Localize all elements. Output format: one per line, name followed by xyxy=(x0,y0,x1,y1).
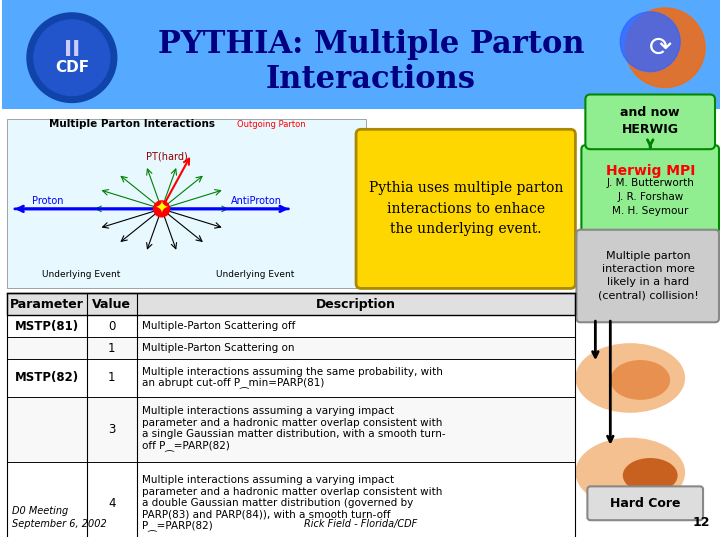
Text: D0 Meeting
September 6, 2002: D0 Meeting September 6, 2002 xyxy=(12,506,107,529)
Text: PT(hard): PT(hard) xyxy=(145,151,187,161)
Circle shape xyxy=(153,201,170,217)
Text: Underlying Event: Underlying Event xyxy=(217,269,294,279)
Text: J. M. Butterworth
J. R. Forshaw
M. H. Seymour: J. M. Butterworth J. R. Forshaw M. H. Se… xyxy=(606,178,694,216)
Text: Multiple parton
interaction more
likely in a hard
(central) collision!: Multiple parton interaction more likely … xyxy=(598,251,698,300)
FancyBboxPatch shape xyxy=(356,129,575,288)
Text: Multiple Parton Interactions: Multiple Parton Interactions xyxy=(49,119,215,129)
FancyBboxPatch shape xyxy=(2,110,720,537)
Text: PYTHIA: Multiple Parton: PYTHIA: Multiple Parton xyxy=(158,29,585,60)
Text: Multiple interactions assuming a varying impact
parameter and a hadronic matter : Multiple interactions assuming a varying… xyxy=(142,475,442,532)
Circle shape xyxy=(621,12,680,72)
FancyBboxPatch shape xyxy=(7,359,575,397)
FancyBboxPatch shape xyxy=(7,119,366,288)
Text: Description: Description xyxy=(316,298,396,311)
Ellipse shape xyxy=(575,437,685,507)
FancyBboxPatch shape xyxy=(7,397,575,462)
FancyBboxPatch shape xyxy=(585,94,715,149)
Text: Multiple-Parton Scattering off: Multiple-Parton Scattering off xyxy=(142,321,295,331)
Text: Interactions: Interactions xyxy=(266,64,476,95)
FancyBboxPatch shape xyxy=(7,462,575,540)
FancyBboxPatch shape xyxy=(7,293,575,315)
Text: Underlying Event: Underlying Event xyxy=(42,269,120,279)
Text: Outgoing Parton: Outgoing Parton xyxy=(237,120,305,129)
Text: MSTP(82): MSTP(82) xyxy=(15,372,79,384)
Text: ⟳: ⟳ xyxy=(649,33,672,62)
Text: 1: 1 xyxy=(108,372,115,384)
Circle shape xyxy=(27,13,117,103)
Text: and now
HERWIG: and now HERWIG xyxy=(621,106,680,136)
FancyBboxPatch shape xyxy=(7,337,575,359)
Text: Parameter: Parameter xyxy=(10,298,84,311)
Text: 4: 4 xyxy=(108,497,115,510)
Circle shape xyxy=(625,8,705,87)
Text: Proton: Proton xyxy=(32,196,63,206)
FancyBboxPatch shape xyxy=(577,230,719,322)
Text: Herwig MPI: Herwig MPI xyxy=(606,164,695,178)
Ellipse shape xyxy=(611,360,670,400)
Text: CDF: CDF xyxy=(55,60,89,75)
Text: Pythia uses multiple parton
interactions to enhace
the underlying event.: Pythia uses multiple parton interactions… xyxy=(369,181,563,237)
Ellipse shape xyxy=(575,343,685,413)
Ellipse shape xyxy=(623,458,678,493)
Text: 0: 0 xyxy=(108,320,115,333)
Text: Multiple interactions assuming a varying impact
parameter and a hadronic matter : Multiple interactions assuming a varying… xyxy=(142,406,445,452)
FancyBboxPatch shape xyxy=(2,0,720,110)
Text: AntiProton: AntiProton xyxy=(231,196,282,206)
Text: ✦: ✦ xyxy=(155,200,168,218)
Text: Multiple interactions assuming the same probability, with
an abrupt cut-off P⁔mi: Multiple interactions assuming the same … xyxy=(142,367,443,389)
Text: Hard Core: Hard Core xyxy=(610,497,680,510)
Text: Value: Value xyxy=(92,298,131,311)
Text: MSTP(81): MSTP(81) xyxy=(15,320,79,333)
Circle shape xyxy=(34,20,109,96)
Text: 1: 1 xyxy=(108,342,115,355)
Text: 3: 3 xyxy=(108,423,115,436)
Text: Multiple-Parton Scattering on: Multiple-Parton Scattering on xyxy=(142,343,294,353)
Text: II: II xyxy=(64,40,80,60)
FancyBboxPatch shape xyxy=(581,145,719,233)
FancyBboxPatch shape xyxy=(588,487,703,520)
Text: Rick Field - Florida/CDF: Rick Field - Florida/CDF xyxy=(305,519,418,529)
Text: 12: 12 xyxy=(693,516,710,529)
FancyBboxPatch shape xyxy=(7,315,575,337)
